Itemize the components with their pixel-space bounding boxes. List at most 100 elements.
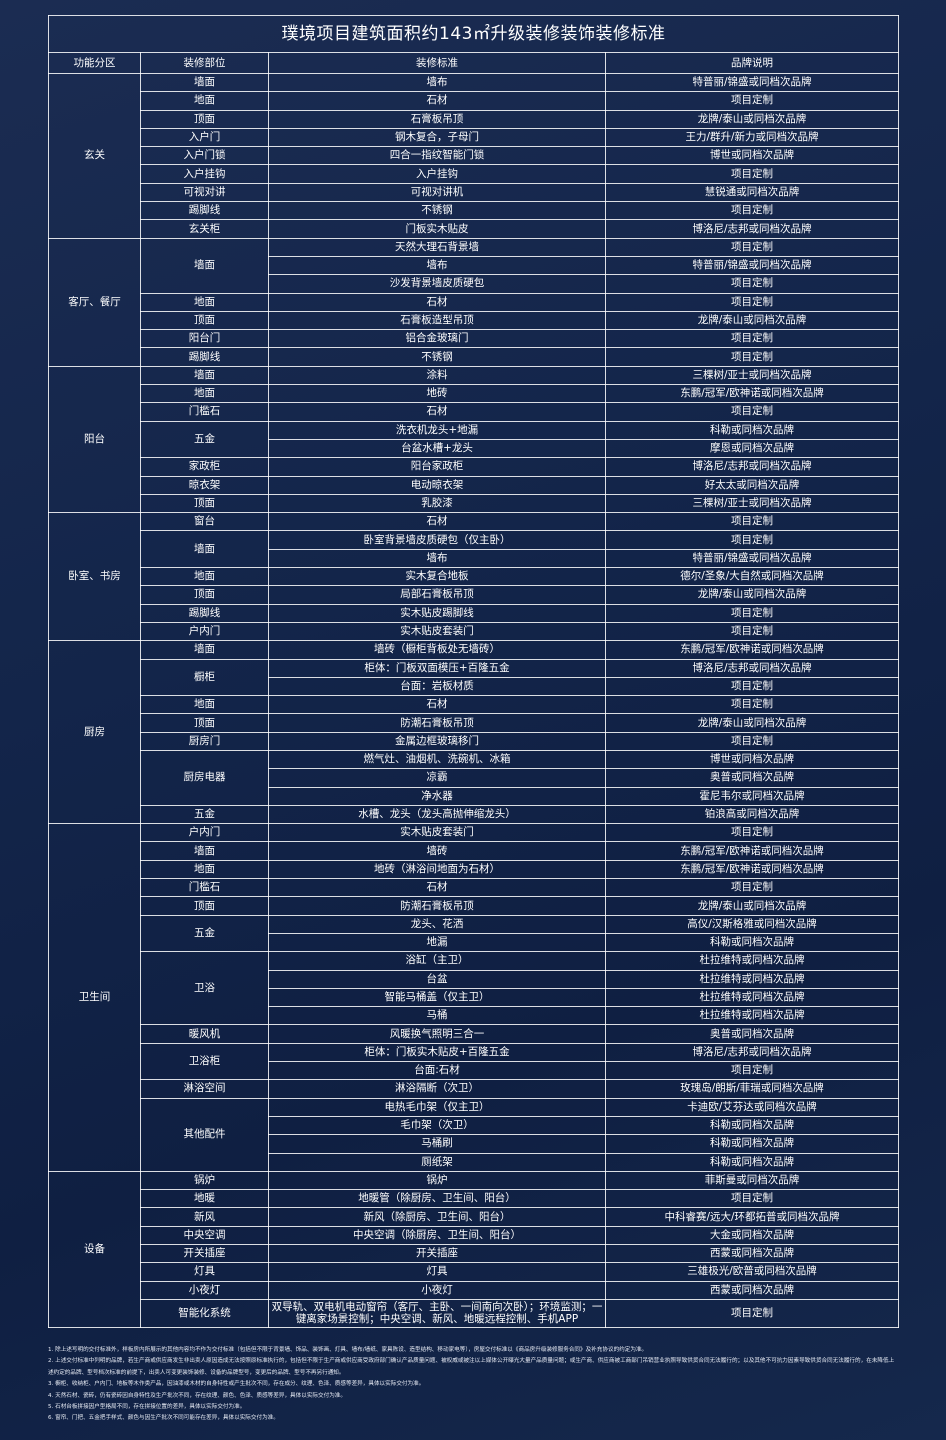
footnote: 5. 石材台板拼接因户型格局不同，存在拼接位置的差异，具体以实际交付为准。 — [48, 1404, 246, 1411]
table-row: 厨房电器 燃气灶、油烟机、洗碗机、冰箱 博世或同档次品牌 — [49, 749, 900, 806]
brand-cell: 项目定制 — [604, 695, 900, 715]
part-cell: 智能化系统 — [140, 1298, 269, 1328]
part-cell: 入户门锁 — [140, 146, 269, 166]
table-row: 五金 洗衣机龙头+地漏 科勒或同档次品牌 — [49, 420, 900, 459]
standard-cell: 沙发背景墙皮质硬包 — [268, 274, 606, 294]
table-row: 卫生间 户内门 实木贴皮套装门 项目定制 — [48, 823, 900, 1172]
brand-cell: 项目定制 — [604, 878, 900, 898]
brand-cell: 奥普或同档次品牌 — [604, 1024, 900, 1044]
standard-cell: 四合一指纹智能门锁 — [268, 146, 606, 166]
standard-cell: 实木复合地板 — [268, 567, 606, 587]
table-row: 玄关 墙面 墙布 特普丽/锦盛或同档次品牌 — [48, 72, 900, 239]
table-row: 客厅、餐厅 墙面 天然大理石背景墙 项目定制 — [48, 237, 900, 367]
brand-cell: 科勒或同档次品牌 — [604, 420, 900, 440]
table-row: 马桶 杜拉维特或同档次品牌 — [49, 1006, 900, 1026]
standard-cell: 毛巾架（次卫） — [268, 1115, 606, 1136]
standard-cell: 中央空调（除厨房、卫生间、阳台） — [268, 1225, 606, 1246]
standard-cell: 可视对讲机 — [268, 182, 606, 203]
table-row: 地面 地砖 东鹏/冠军/欧神诺或同档次品牌 — [49, 384, 900, 404]
part-cell: 顶面 — [140, 310, 269, 331]
standard-cell: 墙布 — [268, 255, 606, 276]
standard-cell: 地漏 — [268, 932, 606, 953]
zone-cell: 玄关 — [48, 73, 141, 239]
header-standard: 装修标准 — [268, 52, 606, 74]
brand-cell: 项目定制 — [604, 676, 900, 697]
brand-cell: 项目定制 — [604, 237, 900, 257]
part-cell: 小夜灯 — [140, 1280, 269, 1300]
brand-cell: 特普丽/锦盛或同档次品牌 — [604, 255, 900, 276]
table-row: 设备 锅炉 锅炉 菲斯曼或同档次品牌 — [48, 1170, 900, 1328]
part-cell: 墙面 — [140, 841, 269, 861]
table-row: 顶面 石膏板吊顶 龙牌/泰山或同档次品牌 — [49, 109, 900, 129]
standard-cell: 小夜灯 — [268, 1280, 606, 1300]
part-cell: 踢脚线 — [140, 603, 269, 623]
standard-cell: 水槽、龙头（龙头高抛伸缩龙头） — [268, 804, 606, 825]
table-row: 墙面 墙砖 东鹏/冠军/欧神诺或同档次品牌 — [49, 841, 900, 861]
standard-cell: 地砖（淋浴间地面为石材） — [268, 859, 606, 880]
brand-cell: 项目定制 — [604, 1189, 900, 1209]
standard-cell: 石材 — [268, 292, 606, 312]
standard-cell: 凉霸 — [268, 768, 606, 788]
standard-cell: 防潮石膏板吊顶 — [268, 896, 606, 916]
brand-cell: 东鹏/冠军/欧神诺或同档次品牌 — [604, 841, 900, 861]
brand-cell: 杜拉维特或同档次品牌 — [604, 987, 900, 1008]
brand-cell: 项目定制 — [604, 292, 900, 312]
part-cell: 门槛石 — [140, 402, 269, 422]
table-row: 卫浴柜 柜体：门板实木贴皮+百隆五金 博洛尼/志邦或同档次品牌 — [49, 1042, 900, 1081]
table-row: 地暖 地暖管（除厨房、卫生间、阳台） 项目定制 — [49, 1189, 900, 1209]
standard-cell: 石材 — [268, 878, 606, 898]
standard-cell: 新风（除厨房、卫生间、阳台） — [268, 1207, 606, 1227]
brand-cell: 项目定制 — [604, 1298, 900, 1328]
standard-cell: 开关插座 — [268, 1243, 606, 1264]
standard-cell: 实木贴皮套装门 — [268, 823, 606, 843]
standard-cell: 灯具 — [268, 1262, 606, 1282]
standard-cell: 净水器 — [268, 786, 606, 806]
part-cell: 地暖 — [140, 1189, 269, 1209]
brand-cell: 科勒或同档次品牌 — [604, 1134, 900, 1154]
table-row: 入户挂钩 入户挂钩 项目定制 — [49, 164, 900, 184]
table-row: 厕纸架 科勒或同档次品牌 — [49, 1152, 900, 1172]
brand-cell: 好太太或同档次品牌 — [604, 475, 900, 495]
table-row: 开关插座 开关插座 西蒙或同档次品牌 — [49, 1243, 900, 1264]
part-cell: 开关插座 — [140, 1243, 269, 1264]
brand-cell: 杜拉维特或同档次品牌 — [604, 951, 900, 971]
part-cell: 地面 — [140, 859, 269, 880]
part-cell: 踢脚线 — [140, 347, 269, 367]
brand-cell: 项目定制 — [604, 164, 900, 184]
table-row: 五金 龙头、花洒 高仪/汉斯格雅或同档次品牌 — [49, 914, 900, 953]
standard-cell: 台面：岩板材质 — [268, 676, 606, 697]
part-cell: 卫浴 — [140, 951, 269, 1026]
standard-cell: 涂料 — [268, 365, 606, 386]
table-row: 地面 石材 项目定制 — [49, 292, 900, 312]
standard-cell: 龙头、花洒 — [268, 914, 606, 934]
footnote: 4. 天然石材、瓷砖，仍有瓷砖因自身特性及生产批次不同，存在纹理、颜色、色泽、质… — [48, 1392, 346, 1399]
part-cell: 入户门 — [140, 127, 269, 148]
table-row: 台盆 杜拉维特或同档次品牌 — [49, 969, 900, 989]
standard-cell: 石材 — [268, 402, 606, 422]
table-row: 地面 实木复合地板 德尔/圣象/大自然或同档次品牌 — [49, 567, 900, 587]
standard-cell: 地砖 — [268, 384, 606, 404]
standard-cell: 阳台家政柜 — [268, 457, 606, 477]
part-cell: 五金 — [140, 420, 269, 459]
part-cell: 顶面 — [140, 896, 269, 916]
standard-cell: 锅炉 — [268, 1170, 606, 1191]
part-cell: 橱柜 — [140, 658, 269, 697]
part-cell: 顶面 — [140, 585, 269, 605]
standard-cell: 不锈钢 — [268, 347, 606, 367]
part-cell: 地面 — [140, 695, 269, 715]
part-cell: 卫浴柜 — [140, 1042, 269, 1081]
standard-cell: 门板实木贴皮 — [268, 219, 606, 239]
table-row: 顶面 石膏板造型吊顶 龙牌/泰山或同档次品牌 — [49, 310, 900, 331]
standard-cell: 淋浴隔断（次卫） — [268, 1079, 606, 1099]
brand-cell: 项目定制 — [604, 329, 900, 349]
table-row: 阳台 墙面 涂料 三棵树/亚士或同档次品牌 — [48, 365, 900, 514]
part-cell: 晾衣架 — [140, 475, 269, 495]
part-cell: 地面 — [140, 91, 269, 111]
brand-cell: 中科睿赛/远大/环都拓普或同档次品牌 — [604, 1207, 900, 1227]
standard-cell: 钢木复合，子母门 — [268, 127, 606, 148]
standard-cell: 柜体：门板实木贴皮+百隆五金 — [268, 1042, 606, 1063]
table-row: 可视对讲 可视对讲机 慧锐通或同档次品牌 — [49, 182, 900, 203]
footnote: 1. 除上述写明的交付标准外，样板房内所展示的其他内容均不作为交付标准（包括但不… — [48, 1347, 648, 1353]
brand-cell: 项目定制 — [604, 91, 900, 111]
part-cell: 阳台门 — [140, 329, 269, 349]
